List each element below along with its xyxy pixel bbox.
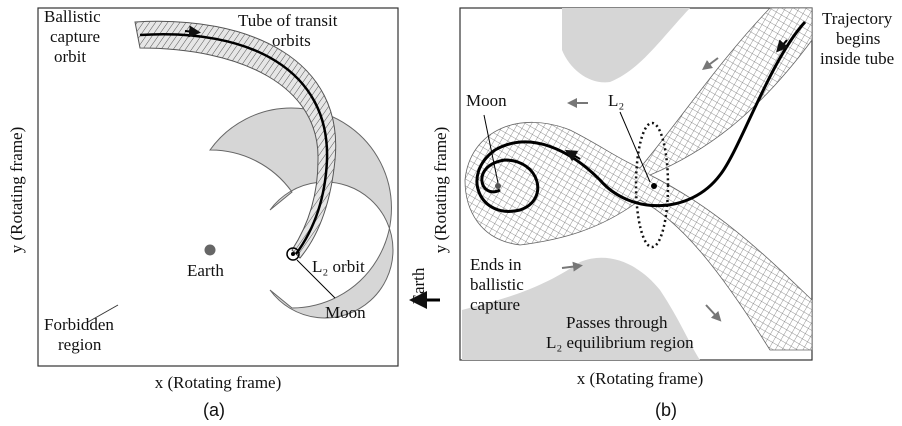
l2-label: L₂ (608, 91, 624, 110)
earth-dot (205, 245, 216, 256)
caption: (b) (655, 400, 677, 420)
x-axis-label: x (Rotating frame) (577, 369, 704, 388)
y-axis-label: y (Rotating frame) (431, 127, 450, 254)
moon-label: Moon (325, 303, 366, 322)
l2-label: L₂ orbit (312, 257, 365, 276)
earth-label: Earth (187, 261, 224, 280)
arrow (185, 31, 195, 32)
moon-dot (495, 183, 501, 189)
l2-point (651, 183, 657, 189)
caption: (a) (203, 400, 225, 420)
moon-label: Moon (466, 91, 507, 110)
figure: Ballisticcaptureorbit Tube of transitorb… (0, 0, 902, 426)
moon-dot (291, 252, 295, 256)
x-axis-label: x (Rotating frame) (155, 373, 282, 392)
y-axis-label: y (Rotating frame) (7, 127, 26, 254)
